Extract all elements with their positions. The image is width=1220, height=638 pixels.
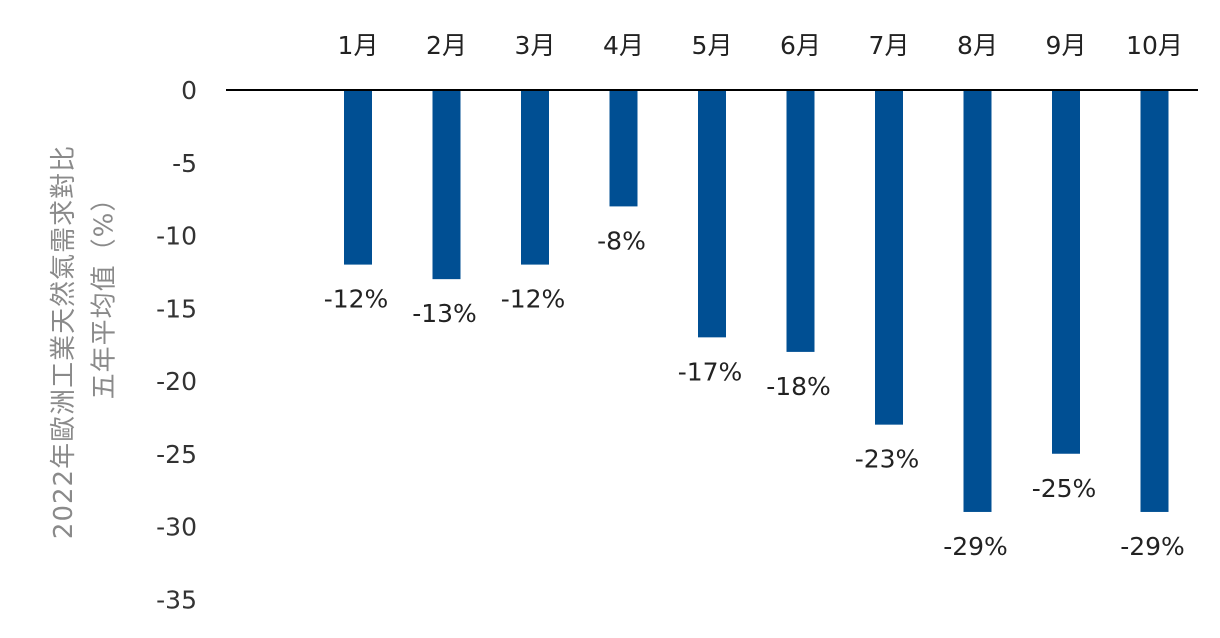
y-tick-label: -25 xyxy=(156,440,197,469)
bar xyxy=(432,90,461,280)
bar xyxy=(521,90,549,265)
y-tick-label: -5 xyxy=(172,149,197,178)
x-tick-label: 2月 xyxy=(426,31,467,60)
y-tick-label: -20 xyxy=(156,367,197,396)
x-tick-label: 9月 xyxy=(1046,31,1087,60)
x-tick-label: 4月 xyxy=(603,31,644,60)
data-label: -29% xyxy=(1120,532,1185,561)
data-label: -29% xyxy=(943,532,1008,561)
data-label: -8% xyxy=(597,226,646,255)
x-tick-label: 7月 xyxy=(869,31,910,60)
y-tick-label: -35 xyxy=(156,585,197,614)
x-tick-label: 5月 xyxy=(692,31,733,60)
bar xyxy=(1052,90,1080,454)
x-tick-label: 1月 xyxy=(338,31,379,60)
data-label: -12% xyxy=(324,285,389,314)
bar xyxy=(875,90,903,425)
y-tick-label: -10 xyxy=(156,222,197,251)
bar xyxy=(344,90,372,265)
data-label: -25% xyxy=(1032,474,1097,503)
y-tick-label: -30 xyxy=(156,513,197,542)
x-tick-label: 3月 xyxy=(515,31,556,60)
bar xyxy=(609,90,638,207)
y-tick-label: 0 xyxy=(181,76,197,105)
data-label: -17% xyxy=(678,357,743,386)
x-tick-label: 6月 xyxy=(780,31,821,60)
data-label: -12% xyxy=(501,285,566,314)
bar xyxy=(963,90,992,512)
x-tick-label: 8月 xyxy=(957,31,998,60)
data-label: -23% xyxy=(855,445,920,474)
bar xyxy=(786,90,815,352)
data-label: -13% xyxy=(412,299,477,328)
bar xyxy=(698,90,726,338)
data-label: -18% xyxy=(766,372,831,401)
x-tick-label: 10月 xyxy=(1126,31,1183,60)
y-tick-label: -15 xyxy=(156,294,197,323)
bar xyxy=(1140,90,1169,512)
